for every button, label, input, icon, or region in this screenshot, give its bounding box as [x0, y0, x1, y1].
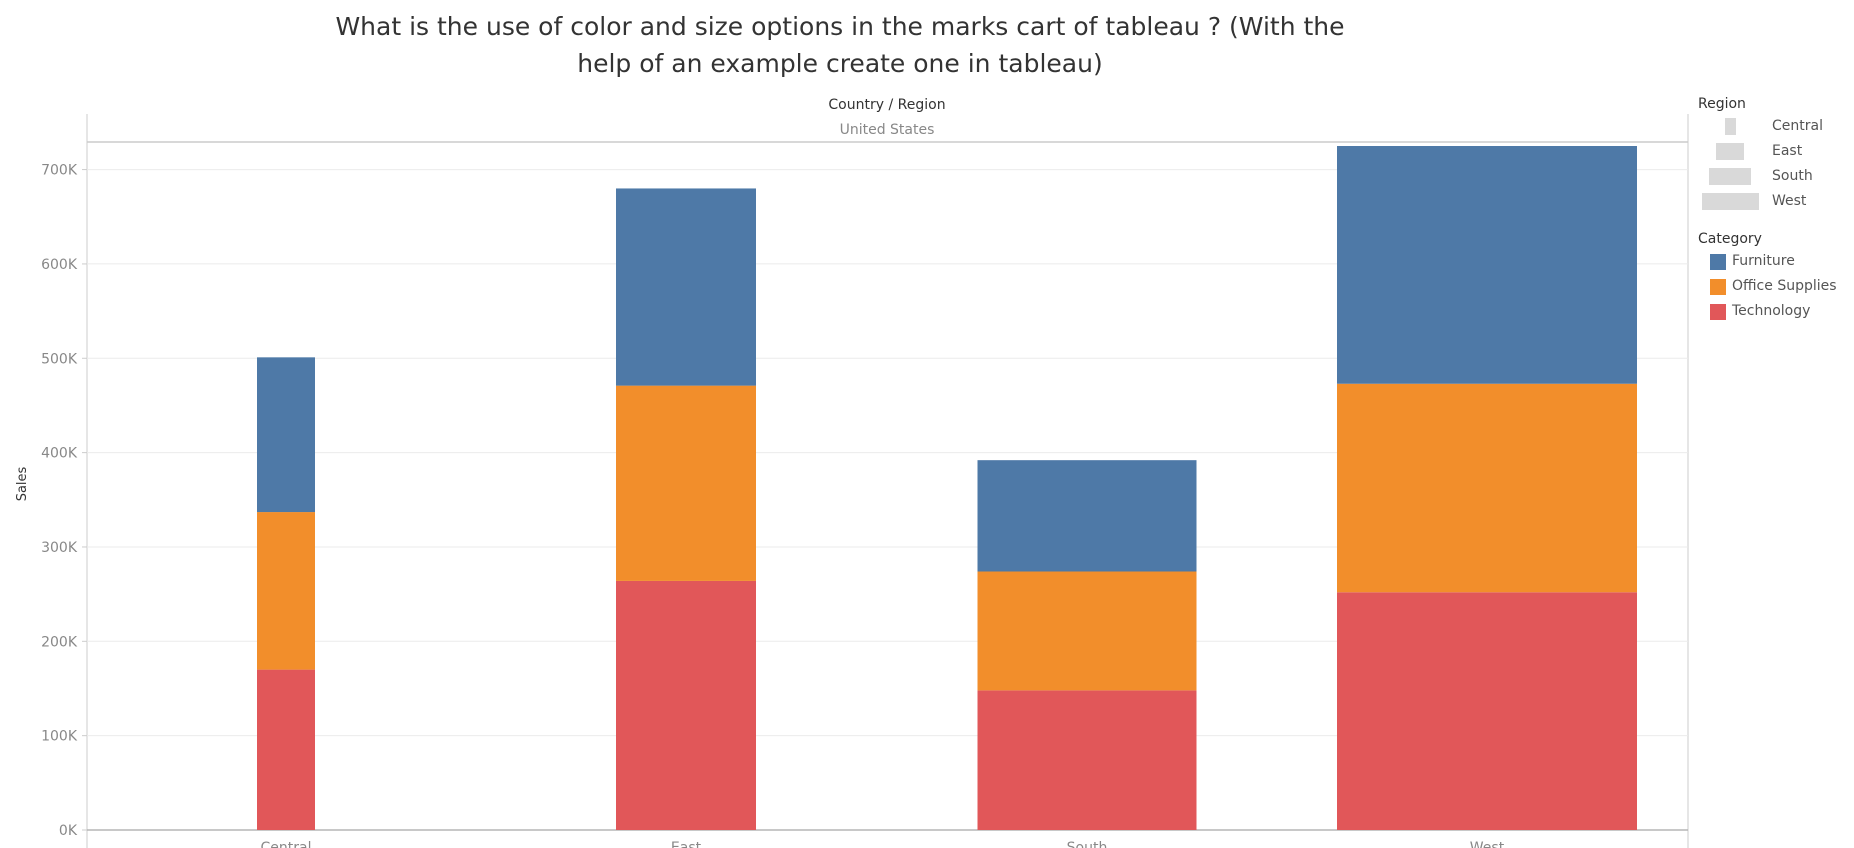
- y-tick-label: 300K: [41, 540, 78, 556]
- y-tick-label: 100K: [41, 729, 78, 745]
- bar-central-office-supplies[interactable]: [257, 512, 315, 670]
- bar-south-office-supplies[interactable]: [977, 571, 1197, 691]
- size-legend-label: West: [1772, 193, 1807, 209]
- size-legend-label: East: [1772, 143, 1803, 159]
- y-tick-label: 600K: [41, 257, 78, 273]
- color-legend-label: Technology: [1732, 303, 1811, 319]
- bar-east-furniture[interactable]: [616, 188, 756, 386]
- bar-south-furniture[interactable]: [977, 460, 1197, 572]
- x-tick-label: East: [671, 840, 702, 848]
- color-legend-label: Office Supplies: [1732, 278, 1837, 294]
- size-legend-item[interactable]: South: [1698, 164, 1848, 189]
- size-legend-item[interactable]: Central: [1698, 114, 1848, 139]
- size-legend: Central East South West: [1698, 114, 1848, 214]
- size-legend-label: Central: [1772, 118, 1823, 134]
- x-axis-ticks: Central East South West: [261, 840, 1505, 848]
- x-tick-label: West: [1470, 840, 1505, 848]
- bar-west-technology[interactable]: [1337, 592, 1637, 830]
- bar-east-technology[interactable]: [616, 580, 756, 830]
- x-tick-label: South: [1067, 840, 1108, 848]
- y-tick-label: 0K: [59, 823, 78, 839]
- size-swatch: [1716, 143, 1744, 160]
- y-tick-label: 200K: [41, 634, 78, 650]
- color-swatch: [1710, 254, 1726, 270]
- y-tick-label: 400K: [41, 446, 78, 462]
- y-tick-label: 700K: [41, 163, 78, 179]
- size-swatch: [1701, 193, 1759, 210]
- x-tick-label: Central: [261, 840, 312, 848]
- color-legend-item[interactable]: Office Supplies: [1698, 274, 1848, 299]
- column-header-value: United States: [840, 122, 935, 138]
- size-swatch: [1724, 118, 1736, 135]
- size-legend-title: Region: [1698, 96, 1746, 112]
- size-legend-label: South: [1772, 168, 1813, 184]
- bar-central-furniture[interactable]: [257, 357, 315, 513]
- color-legend-item[interactable]: Technology: [1698, 299, 1848, 324]
- bar-central-technology[interactable]: [257, 669, 315, 830]
- color-swatch: [1710, 304, 1726, 320]
- chart-svg: Country / Region United States Sales 0K 1…: [15, 97, 1689, 848]
- bar-west-furniture[interactable]: [1337, 146, 1637, 384]
- color-legend-title: Category: [1698, 231, 1762, 247]
- size-swatch: [1709, 168, 1751, 185]
- bar-south-technology[interactable]: [977, 690, 1197, 830]
- column-header-label: Country / Region: [828, 97, 945, 113]
- color-legend: Furniture Office Supplies Technology: [1698, 249, 1848, 324]
- chart-title: What is the use of color and size option…: [335, 12, 1345, 78]
- legend-panel: Region Central East South West Category Fur…: [1698, 94, 1848, 324]
- size-legend-item[interactable]: West: [1698, 189, 1848, 214]
- y-tick-label: 500K: [41, 351, 78, 367]
- color-legend-item[interactable]: Furniture: [1698, 249, 1848, 274]
- color-swatch: [1710, 279, 1726, 295]
- bars: [257, 146, 1637, 830]
- y-axis-label: Sales: [15, 466, 30, 501]
- size-legend-item[interactable]: East: [1698, 139, 1848, 164]
- y-axis-ticks: 0K 100K 200K 300K 400K 500K 600K 700K: [41, 163, 87, 839]
- bar-west-office-supplies[interactable]: [1337, 383, 1637, 593]
- color-legend-label: Furniture: [1732, 253, 1795, 269]
- bar-east-office-supplies[interactable]: [616, 385, 756, 581]
